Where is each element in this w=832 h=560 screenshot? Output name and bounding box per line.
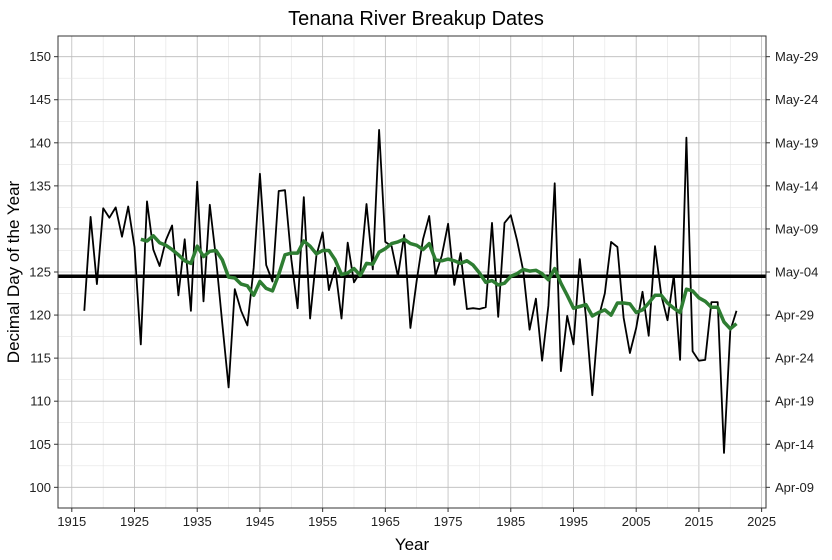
- x-tick-label: 2025: [747, 514, 776, 529]
- y2-tick-label: Apr-09: [775, 480, 814, 495]
- y-tick-label: 120: [29, 308, 51, 323]
- annual-breakup-line: [83, 129, 738, 454]
- grid: [58, 36, 766, 508]
- x-tick-label: 1985: [496, 514, 525, 529]
- y2-tick-label: May-19: [775, 135, 818, 150]
- y2-tick-label: Apr-29: [775, 308, 814, 323]
- x-tick-label: 1955: [308, 514, 337, 529]
- y-tick-label: 130: [29, 221, 51, 236]
- y-tick-label: 125: [29, 265, 51, 280]
- y-axis-label: Decimal Day of the Year: [4, 180, 23, 363]
- y2-tick-label: May-14: [775, 178, 818, 193]
- y-tick-label: 105: [29, 437, 51, 452]
- x-tick-label: 1995: [559, 514, 588, 529]
- moving-average-line: [140, 234, 738, 331]
- y2-tick-label: May-04: [775, 265, 818, 280]
- x-tick-label: 1945: [245, 514, 274, 529]
- x-tick-label: 1935: [183, 514, 212, 529]
- axes: 1915 1925 1935 1945 1955 1965 1975 1985 1995 2005…: [29, 49, 818, 529]
- x-tick-label: 1915: [57, 514, 86, 529]
- y-tick-label: 145: [29, 92, 51, 107]
- y-tick-label: 115: [30, 351, 51, 366]
- x-tick-label: 2015: [684, 514, 713, 529]
- x-tick-label: 1975: [434, 514, 463, 529]
- y-tick-label: 140: [29, 135, 51, 150]
- y-tick-label: 150: [29, 49, 51, 64]
- y-tick-label: 100: [29, 480, 51, 495]
- y2-tick-label: May-09: [775, 221, 818, 236]
- x-axis-label: Year: [395, 535, 430, 554]
- y2-tick-label: May-29: [775, 49, 818, 64]
- x-tick-label: 1965: [371, 514, 400, 529]
- y2-tick-label: Apr-24: [775, 351, 814, 366]
- chart-title: Tenana River Breakup Dates: [288, 8, 544, 30]
- y2-tick-label: Apr-14: [775, 437, 814, 452]
- y-tick-label: 110: [30, 394, 51, 409]
- y-tick-label: 135: [29, 178, 51, 193]
- series-group: [58, 129, 766, 454]
- y2-tick-label: May-24: [775, 92, 818, 107]
- x-tick-label: 1925: [120, 514, 149, 529]
- y2-tick-label: Apr-19: [775, 394, 814, 409]
- x-tick-label: 2005: [622, 514, 651, 529]
